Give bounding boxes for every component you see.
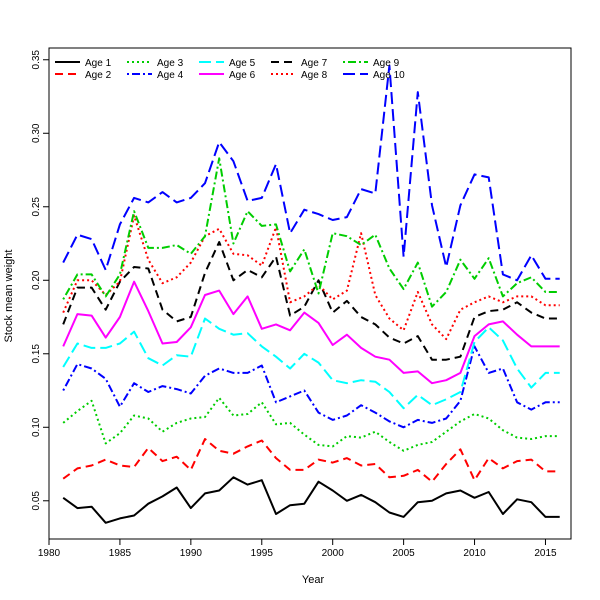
x-tick-label: 1990 bbox=[180, 548, 203, 559]
y-axis-label: Stock mean weight bbox=[3, 250, 15, 343]
x-tick-label: 2005 bbox=[392, 548, 415, 559]
legend-label: Age 6 bbox=[229, 70, 256, 81]
y-tick-label: 0.35 bbox=[31, 50, 42, 70]
y-axis: 0.05 0.10 0.15 0.20 0.25 0.30 0.35 bbox=[31, 50, 49, 511]
x-tick-label: 1985 bbox=[109, 548, 132, 559]
x-tick-label: 1995 bbox=[251, 548, 274, 559]
x-axis: 1980 1985 1990 1995 2000 2005 2010 2015 bbox=[38, 539, 557, 559]
x-tick-label: 1980 bbox=[38, 548, 61, 559]
legend-label: Age 5 bbox=[229, 58, 256, 69]
series-line-9 bbox=[62, 157, 560, 308]
y-tick-label: 0.15 bbox=[31, 344, 42, 364]
legend-label: Age 10 bbox=[373, 70, 405, 81]
legend-label: Age 8 bbox=[301, 70, 328, 81]
legend-label: Age 9 bbox=[373, 58, 400, 69]
x-axis-label: Year bbox=[302, 574, 325, 586]
legend-label: Age 3 bbox=[157, 58, 184, 69]
legend-label: Age 7 bbox=[301, 58, 328, 69]
series-line-6 bbox=[62, 280, 560, 385]
x-tick-label: 2010 bbox=[463, 548, 486, 559]
x-tick-label: 2000 bbox=[322, 548, 345, 559]
series-line-8 bbox=[62, 214, 560, 341]
series-line-4 bbox=[62, 345, 560, 429]
series-line-3 bbox=[62, 396, 560, 452]
y-tick-label: 0.25 bbox=[31, 197, 42, 217]
series-line-2 bbox=[62, 438, 560, 483]
legend-label: Age 4 bbox=[157, 70, 184, 81]
y-tick-label: 0.30 bbox=[31, 123, 42, 143]
series-line-5 bbox=[62, 317, 560, 410]
series-line-1 bbox=[62, 476, 560, 524]
series-layer bbox=[62, 64, 560, 524]
y-tick-label: 0.05 bbox=[31, 491, 42, 511]
y-tick-label: 0.10 bbox=[31, 417, 42, 437]
plot-frame bbox=[48, 47, 572, 540]
y-tick-label: 0.20 bbox=[31, 270, 42, 290]
series-line-7 bbox=[62, 241, 560, 361]
series-line-10 bbox=[62, 64, 560, 282]
x-tick-label: 2015 bbox=[534, 548, 557, 559]
legend-label: Age 1 bbox=[85, 58, 112, 69]
legend-label: Age 2 bbox=[85, 70, 112, 81]
